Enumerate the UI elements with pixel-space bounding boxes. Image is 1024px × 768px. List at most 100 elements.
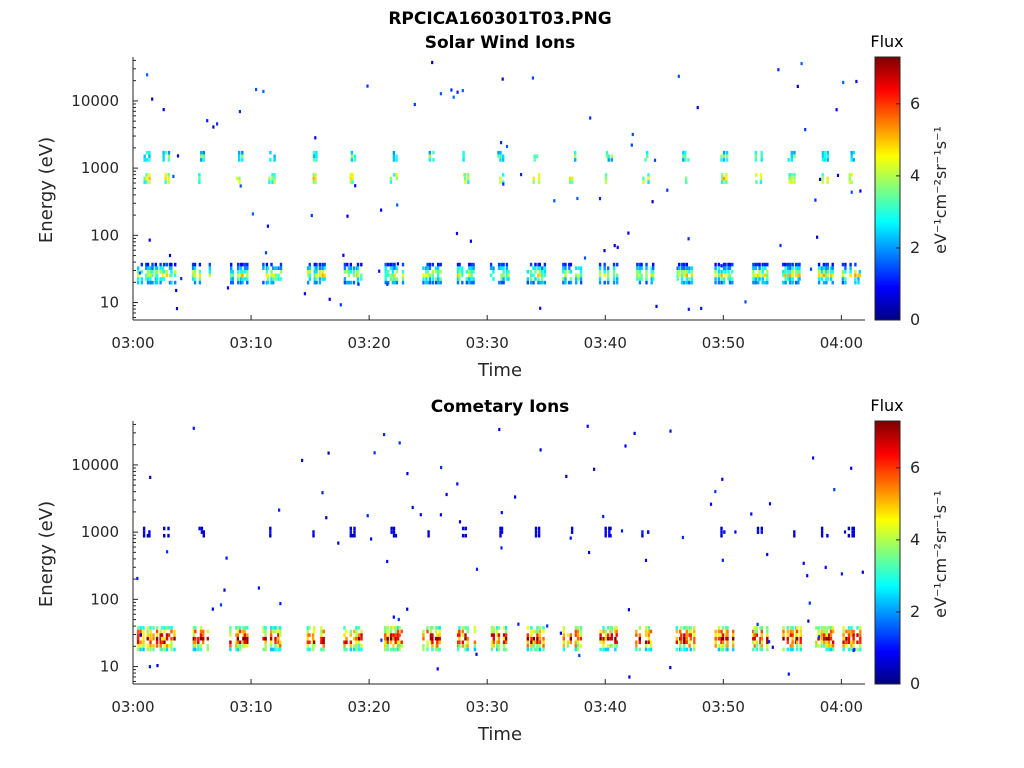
heatmap-cell: [343, 270, 347, 274]
heatmap-cell: [693, 629, 696, 634]
heatmap-cell: [208, 266, 211, 270]
heatmap-cell: [431, 626, 434, 630]
colorbar-segment: [875, 214, 900, 218]
colorbar-segment: [875, 602, 900, 606]
heatmap-cell: [768, 640, 771, 644]
heatmap-cell: [788, 266, 792, 270]
colorbar-segment: [875, 447, 900, 450]
heatmap-cell: [353, 530, 356, 534]
heatmap-cell: [731, 280, 734, 285]
heatmap-cell: [202, 633, 205, 637]
heatmap-cell: [345, 629, 348, 634]
heatmap-cell: [789, 629, 792, 634]
heatmap-cell: [826, 158, 829, 162]
heatmap-cell: [791, 629, 794, 634]
colorbar-segment: [875, 63, 900, 67]
heatmap-cell: [724, 273, 727, 278]
heatmap-cell: [720, 647, 723, 652]
heatmap-cell: [236, 640, 239, 645]
colorbar-segment: [875, 173, 900, 176]
heatmap-cell: [466, 647, 469, 652]
heatmap-cell: [714, 262, 717, 267]
heatmap-cell: [450, 88, 453, 92]
heatmap-cell: [562, 629, 565, 634]
colorbar-segment: [875, 600, 900, 604]
heatmap-cell: [464, 526, 467, 531]
colorbar-segment: [875, 267, 900, 271]
heatmap-cell: [239, 647, 242, 652]
heatmap-cell: [137, 280, 140, 285]
heatmap-cell: [614, 636, 617, 641]
heatmap-cell: [685, 273, 688, 278]
heatmap-cell: [239, 262, 243, 267]
heatmap-cell: [575, 280, 578, 285]
heatmap-cell: [709, 502, 713, 506]
heatmap-cell: [788, 180, 791, 184]
heatmap-cell: [165, 633, 169, 637]
heatmap-cell: [714, 280, 717, 285]
heatmap-cell: [238, 158, 241, 162]
heatmap-cell: [760, 647, 763, 652]
heatmap-cell: [829, 266, 833, 270]
heatmap-cell: [500, 546, 503, 550]
heatmap-cell: [759, 644, 762, 648]
heatmap-cell: [787, 277, 790, 281]
heatmap-cell: [349, 530, 352, 534]
heatmap-cell: [538, 636, 542, 641]
heatmap-cell: [308, 273, 311, 278]
heatmap-cell: [852, 633, 855, 637]
heatmap-cell: [720, 629, 723, 634]
heatmap-cell: [530, 644, 533, 648]
colorbar-segment: [875, 438, 900, 442]
heatmap-cell: [645, 266, 648, 270]
x-tick-label: 03:40: [584, 698, 627, 716]
heatmap-cell: [825, 273, 828, 278]
heatmap-cell: [461, 640, 464, 645]
heatmap-cell: [434, 636, 438, 641]
heatmap-cell: [678, 266, 681, 270]
heatmap-cell: [823, 626, 826, 630]
heatmap-cell: [784, 273, 787, 278]
heatmap-cell: [426, 266, 429, 270]
heatmap-cell: [821, 180, 824, 184]
heatmap-cell: [387, 270, 390, 274]
heatmap-cell: [312, 150, 316, 155]
heatmap-cell: [848, 180, 851, 184]
colorbar-segment: [875, 210, 900, 214]
heatmap-cell: [273, 158, 276, 162]
heatmap-cell: [537, 262, 540, 267]
heatmap-cell: [768, 502, 772, 506]
heatmap-cell: [722, 266, 726, 270]
heatmap-cell: [429, 640, 433, 645]
heatmap-cell: [192, 644, 195, 648]
heatmap-cell: [193, 270, 197, 274]
heatmap-cell: [342, 253, 345, 257]
heatmap-cell: [397, 617, 400, 622]
heatmap-cell: [650, 266, 653, 270]
heatmap-cell: [436, 640, 439, 645]
heatmap-cell: [465, 270, 468, 274]
colorbar-segment: [875, 631, 900, 635]
heatmap-cell: [489, 266, 493, 270]
heatmap-cell: [500, 530, 504, 534]
heatmap-cell: [690, 277, 694, 281]
heatmap-cell: [174, 280, 177, 285]
colorbar-segment: [875, 190, 900, 194]
heatmap-cell: [796, 84, 799, 88]
heatmap-cell: [311, 647, 315, 652]
heatmap-cell: [650, 280, 653, 285]
heatmap-cell: [163, 526, 166, 531]
heatmap-cell: [389, 277, 392, 281]
heatmap-cell: [859, 626, 862, 630]
heatmap-cell: [825, 629, 828, 634]
heatmap-cell: [246, 640, 249, 645]
heatmap-cell: [682, 262, 686, 267]
heatmap-cell: [717, 262, 721, 267]
heatmap-cell: [269, 626, 273, 630]
heatmap-cell: [652, 273, 655, 278]
heatmap-cell: [456, 262, 460, 267]
heatmap-cell: [819, 177, 822, 181]
heatmap-cell: [685, 180, 688, 184]
heatmap-cell: [497, 626, 501, 630]
heatmap-cell: [562, 636, 565, 641]
